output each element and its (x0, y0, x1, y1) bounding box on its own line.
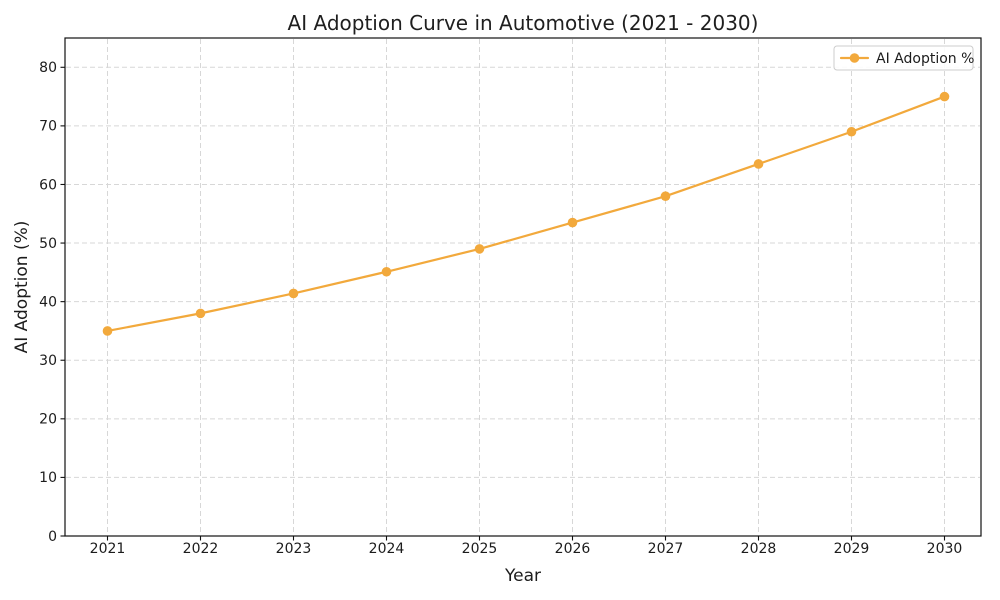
data-point-marker (753, 159, 764, 169)
x-tick-label: 2021 (90, 541, 126, 557)
y-tick-label: 40 (39, 294, 57, 310)
y-tick-label: 70 (39, 119, 57, 135)
data-point-marker (567, 217, 578, 228)
data-point-marker (381, 266, 392, 277)
x-tick-label: 2023 (276, 541, 312, 557)
x-tick-label: 2026 (555, 541, 591, 557)
legend-marker-sample (849, 53, 860, 63)
series-line (106, 95, 946, 333)
legend-box (833, 45, 974, 71)
axis-layer: 2021 2022 2023 2024 2025 2026 2027 2028 2029 2030… (39, 60, 962, 557)
data-point-marker (195, 308, 206, 319)
x-axis-label: Year (504, 566, 541, 586)
x-tick-label: 2022 (183, 541, 219, 557)
data-point-marker (474, 244, 485, 254)
x-tick-label: 2025 (462, 541, 498, 557)
data-point-marker (288, 288, 299, 299)
x-tick-label: 2028 (741, 541, 777, 557)
x-tick-label: 2029 (834, 541, 870, 557)
data-point-marker (102, 326, 113, 336)
plot-border (64, 37, 982, 537)
x-tick-label: 2030 (927, 541, 963, 557)
data-point-marker (939, 91, 950, 102)
data-point-marker (660, 191, 671, 201)
series-layer (102, 91, 950, 336)
y-tick-label: 10 (39, 470, 57, 486)
y-axis-label: AI Adoption (%) (12, 221, 32, 354)
y-tick-label: 50 (39, 236, 57, 252)
y-tick-label: 60 (39, 177, 57, 193)
legend-label: AI Adoption % (876, 51, 974, 67)
legend: AI Adoption % (833, 45, 974, 71)
y-tick-label: 80 (39, 60, 57, 76)
x-tick-label: 2027 (648, 541, 684, 557)
grid-layer (66, 39, 980, 537)
y-tick-label: 30 (39, 353, 57, 369)
chart-title: AI Adoption Curve in Automotive (2021 - … (288, 11, 759, 35)
y-tick-label: 0 (48, 529, 57, 545)
x-tick-label: 2024 (369, 541, 405, 557)
data-point-marker (846, 126, 857, 137)
y-tick-label: 20 (39, 412, 57, 428)
